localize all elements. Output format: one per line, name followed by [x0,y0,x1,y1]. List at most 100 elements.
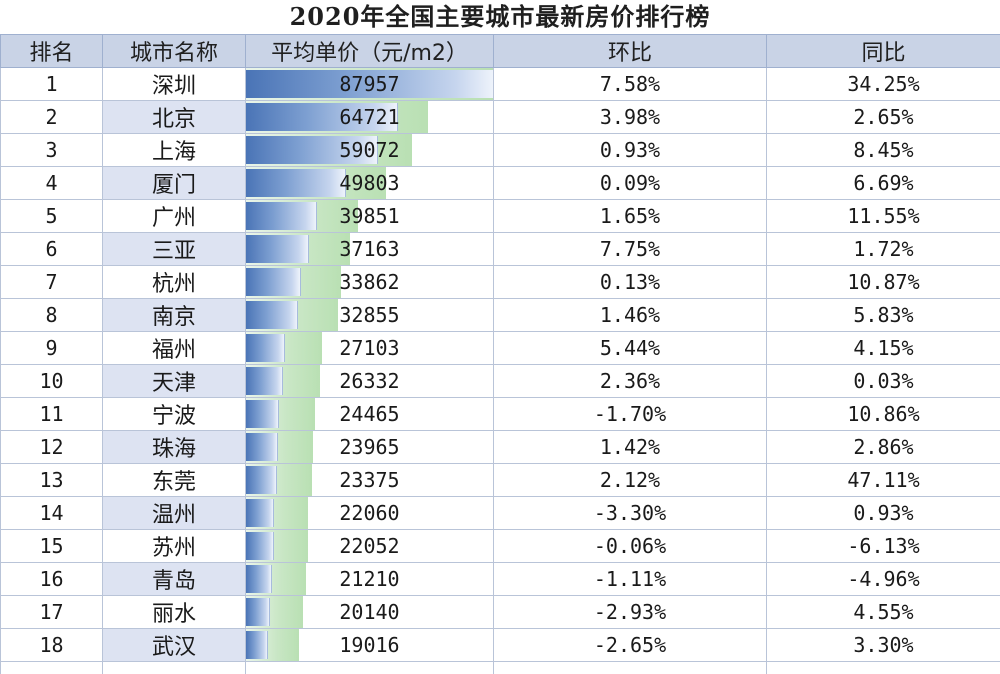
city-cell: 福州 [103,332,246,365]
mom-cell: 5.44% [494,332,767,365]
price-value: 20140 [246,600,493,624]
price-cell: 33862 [246,266,494,299]
city-cell: 青岛 [103,563,246,596]
city-cell: 深圳 [103,68,246,101]
price-cell: 32855 [246,299,494,332]
mom-cell: 1.46% [494,299,767,332]
rank-cell: 12 [1,431,103,464]
price-value: 59072 [246,138,493,162]
empty-cell [767,662,1000,674]
city-cell: 天津 [103,365,246,398]
price-value: 23965 [246,435,493,459]
yoy-cell: 0.03% [767,365,1000,398]
rank-cell: 18 [1,629,103,662]
price-cell: 24465 [246,398,494,431]
yoy-cell: 2.65% [767,101,1000,134]
city-cell: 上海 [103,134,246,167]
city-cell: 北京 [103,101,246,134]
price-cell: 39851 [246,200,494,233]
yoy-cell: 11.55% [767,200,1000,233]
price-value: 33862 [246,270,493,294]
yoy-cell: -4.96% [767,563,1000,596]
price-cell: 37163 [246,233,494,266]
empty-cell [103,662,246,674]
empty-cell [1,662,103,674]
city-cell: 武汉 [103,629,246,662]
mom-cell: -3.30% [494,497,767,530]
city-cell: 杭州 [103,266,246,299]
price-value: 39851 [246,204,493,228]
mom-cell: -2.93% [494,596,767,629]
mom-cell: -2.65% [494,629,767,662]
rank-cell: 8 [1,299,103,332]
city-cell: 宁波 [103,398,246,431]
yoy-cell: 8.45% [767,134,1000,167]
mom-cell: 0.93% [494,134,767,167]
price-cell: 22060 [246,497,494,530]
price-cell: 87957 [246,68,494,101]
yoy-cell: 4.15% [767,332,1000,365]
yoy-cell: -6.13% [767,530,1000,563]
price-cell: 23965 [246,431,494,464]
rank-cell: 13 [1,464,103,497]
mom-cell: -0.06% [494,530,767,563]
price-cell: 19016 [246,629,494,662]
price-cell: 20140 [246,596,494,629]
rank-cell: 9 [1,332,103,365]
yoy-cell: 6.69% [767,167,1000,200]
header-yoy: 同比 [767,35,1000,68]
city-cell: 广州 [103,200,246,233]
price-value: 49803 [246,171,493,195]
rank-cell: 16 [1,563,103,596]
city-cell: 苏州 [103,530,246,563]
price-value: 64721 [246,105,493,129]
price-cell: 64721 [246,101,494,134]
yoy-cell: 4.55% [767,596,1000,629]
yoy-cell: 0.93% [767,497,1000,530]
yoy-cell: 5.83% [767,299,1000,332]
price-cell: 22052 [246,530,494,563]
price-cell: 59072 [246,134,494,167]
price-value: 32855 [246,303,493,327]
rank-cell: 11 [1,398,103,431]
yoy-cell: 34.25% [767,68,1000,101]
yoy-cell: 10.87% [767,266,1000,299]
price-cell: 27103 [246,332,494,365]
table-row-cut-off [1,662,1000,674]
mom-cell: 1.42% [494,431,767,464]
price-value: 19016 [246,633,493,657]
city-cell: 南京 [103,299,246,332]
rank-cell: 3 [1,134,103,167]
mom-cell: 2.36% [494,365,767,398]
yoy-cell: 2.86% [767,431,1000,464]
price-value: 27103 [246,336,493,360]
rank-cell: 2 [1,101,103,134]
yoy-cell: 47.11% [767,464,1000,497]
price-value: 37163 [246,237,493,261]
price-value: 26332 [246,369,493,393]
rank-cell: 17 [1,596,103,629]
yoy-cell: 1.72% [767,233,1000,266]
mom-cell: 0.09% [494,167,767,200]
rank-cell: 5 [1,200,103,233]
city-cell: 珠海 [103,431,246,464]
mom-cell: 7.58% [494,68,767,101]
rank-cell: 4 [1,167,103,200]
